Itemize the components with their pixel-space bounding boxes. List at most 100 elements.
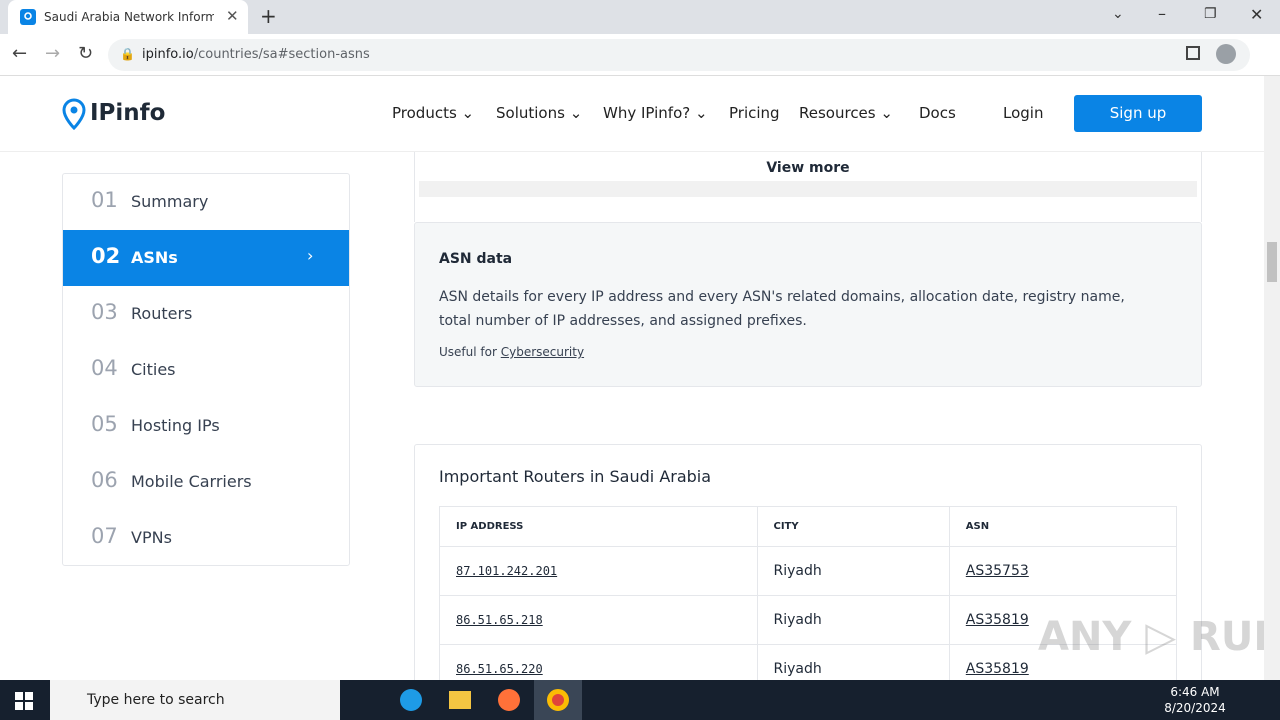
cell: 86.51.65.218 [439,595,758,645]
sidebar: 01 Summary 02 ASNs › 03 Routers 04 Cities 05 H… [62,173,350,566]
ip-link[interactable]: 86.51.65.220 [456,662,543,676]
tab-bar: Saudi Arabia Network Informatio ✕ + ⌄ – … [0,0,1280,34]
row: 87.101.242.201 Riyadh AS35753 [439,546,1178,596]
nav-item[interactable]: Solutions ⌄ [496,104,583,122]
chrome [547,689,569,711]
chrome-active[interactable] [534,680,582,720]
card-text: ASN details for every IP address and eve… [439,289,1125,329]
item-number: 04 [91,356,118,380]
new-tab[interactable]: + [260,4,277,28]
sidebar-item[interactable]: 06 Mobile Carriers [63,454,349,510]
tab-search[interactable]: ⌄ [1112,6,1124,22]
v-scrollbar[interactable] [1264,76,1280,680]
item-number: 07 [91,524,118,548]
nav-item[interactable]: Docs [919,104,956,122]
reload[interactable]: ↻ [78,43,94,64]
logo[interactable]: IPinfo [90,100,166,126]
search-placeholder: Type here to search [87,692,225,708]
row: 86.51.65.218 Riyadh AS35819 [439,595,1178,645]
url-path: /countries/sa#section-asns [193,47,370,62]
ip-link[interactable]: 87.101.242.201 [456,564,558,578]
login[interactable]: Login [1003,104,1044,122]
nav-label: Products [392,104,457,122]
address-row: ← → ↻ 🔒 ipinfo.io/countries/sa#section-a… [0,34,1280,76]
firefox[interactable] [498,689,520,711]
useful-link[interactable]: Cybersecurity [500,345,585,359]
url-host: ipinfo.io [142,47,194,62]
nav-item[interactable]: Resources ⌄ [799,104,893,122]
sidebar-item[interactable]: 07 VPNs [63,510,349,566]
profile[interactable] [1216,44,1236,64]
watermark: ANY ▷ RUN [1038,614,1280,660]
sidebar-item-active[interactable]: 02 ASNs › [63,230,349,286]
table-end: View more [414,152,1202,222]
tab-title: Saudi Arabia Network Informatio [44,10,214,24]
item-number: 03 [91,300,118,324]
nav-item[interactable]: Products ⌄ [392,104,475,122]
tab-close[interactable]: ✕ [226,7,239,25]
sidebar-item[interactable]: 04 Cities [63,342,349,398]
url: ipinfo.io/countries/sa#section-asns [142,47,370,62]
lock-icon: 🔒 [120,47,135,61]
item-label: Hosting IPs [131,416,220,435]
asn-link[interactable]: AS35753 [965,563,1029,579]
clock[interactable]: 6:46 AM 8/20/2024 [1162,684,1228,716]
asn-link[interactable]: AS35819 [965,661,1029,677]
taskbar: Type here to search 6:46 AM 8/20/2024 [0,680,1280,720]
useful-for: Useful for Cybersecurity [439,345,584,359]
h-scrollbar[interactable] [419,181,1197,197]
item-label: ASNs [131,248,178,267]
sidebar-item[interactable]: 01 Summary [63,174,349,230]
watermark-left: ANY [1038,614,1132,660]
routers-table: IP ADDRESS CITY ASN 87.101.242.201 Riyadh AS… [439,506,1178,694]
ip-link[interactable]: 86.51.65.218 [456,613,543,627]
side-panel[interactable] [1186,46,1200,60]
date: 8/20/2024 [1164,701,1226,715]
explorer[interactable] [449,691,471,709]
start[interactable] [15,692,33,710]
nav-item[interactable]: Why IPinfo? ⌄ [603,104,708,122]
signup-button[interactable]: Sign up [1074,95,1202,132]
asn-card: ASN data ASN details for every IP addres… [414,222,1202,387]
cell: Riyadh [756,595,950,645]
forward[interactable]: → [45,43,61,64]
nav-label: Why IPinfo? [603,104,691,122]
cell: AS35753 [948,546,1178,596]
item-number: 06 [91,468,118,492]
sidebar-item[interactable]: 03 Routers [63,286,349,342]
site-header: IPinfo Products ⌄ Solutions ⌄ Why IPinfo… [0,76,1264,152]
item-label: Summary [131,192,209,211]
chevron: › [307,246,314,265]
scroll-thumb[interactable] [1267,242,1277,282]
header-row: IP ADDRESS CITY ASN [439,506,1178,547]
close[interactable]: ✕ [1250,5,1264,24]
minimize[interactable]: – [1158,4,1166,23]
nav-item[interactable]: Pricing [729,104,780,122]
item-label: Routers [131,304,193,323]
column-header: IP ADDRESS [439,506,758,547]
time: 6:46 AM [1170,685,1220,699]
omnibox[interactable]: 🔒 ipinfo.io/countries/sa#section-asns [108,39,1250,71]
useful-label: Useful for [439,345,497,359]
view-more[interactable]: View more [766,160,850,176]
item-number: 05 [91,412,118,436]
item-number: 01 [91,188,118,212]
cell: AS35819 [948,595,1178,645]
routers-card: Important Routers in Saudi Arabia IP ADD… [414,444,1202,694]
edge[interactable] [400,689,422,711]
restore[interactable]: ❐ [1204,6,1217,22]
column-header: ASN [948,506,1178,547]
item-label: VPNs [131,528,172,547]
back[interactable]: ← [12,43,28,64]
item-label: Cities [131,360,176,379]
cell: 87.101.242.201 [439,546,758,596]
sidebar-item[interactable]: 05 Hosting IPs [63,398,349,454]
nav-label: Solutions [496,104,565,122]
card-title: Important Routers in Saudi Arabia [439,467,712,486]
tab[interactable]: Saudi Arabia Network Informatio ✕ [8,0,248,34]
asn-link[interactable]: AS35819 [965,612,1029,628]
card-title: ASN data [439,251,513,267]
search-box[interactable]: Type here to search [50,680,340,720]
